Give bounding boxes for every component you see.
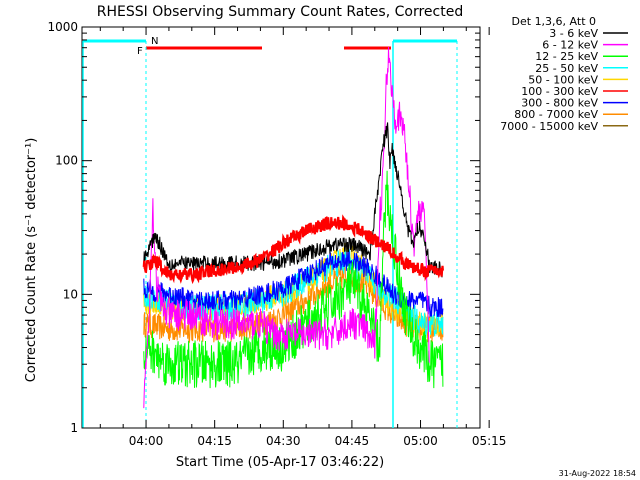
axes-layer: 04:00 04:15 04:30 04:45 05:00 05:15 1 10 100 1000 — [47, 20, 506, 448]
legend-label: 6 - 12 keV — [542, 39, 598, 52]
legend-label: 800 - 7000 keV — [514, 108, 598, 121]
legend-label: 50 - 100 keV — [528, 73, 598, 86]
x-tick-label: 05:15 — [472, 434, 507, 448]
series-layer — [142, 46, 444, 409]
observing-status-bars: FN — [82, 36, 458, 428]
legend-label: 3 - 6 keV — [549, 27, 598, 40]
legend-label: 7000 - 15000 keV — [500, 120, 598, 133]
legend-label: 12 - 25 keV — [535, 50, 598, 63]
series-line-5 — [142, 214, 444, 285]
series-line-1 — [143, 46, 430, 409]
legend-label: 25 - 50 keV — [535, 62, 598, 75]
y-axis-label: Corrected Count Rate (s⁻¹ detector⁻¹) — [24, 138, 39, 383]
x-tick-label: 04:00 — [129, 434, 164, 448]
x-tick-label: 05:00 — [403, 434, 438, 448]
x-tick-label: 04:15 — [197, 434, 232, 448]
x-tick-label: 04:45 — [335, 434, 370, 448]
y-tick-label: 100 — [55, 154, 78, 168]
plot-frame — [81, 26, 481, 429]
legend-label: 300 - 800 keV — [521, 97, 598, 110]
flare-annotation: F — [137, 46, 143, 57]
series-line-6 — [143, 249, 444, 318]
y-tick-label: 10 — [63, 287, 78, 301]
chart-title: RHESSI Observing Summary Count Rates, Co… — [97, 4, 463, 20]
legend-label: 100 - 300 keV — [521, 85, 598, 98]
night-annotation: N — [151, 36, 158, 47]
y-tick-label: 1000 — [47, 20, 78, 34]
y-tick-label: 1 — [70, 421, 78, 435]
x-tick-label: 04:30 — [266, 434, 301, 448]
legend-title: Det 1,3,6, Att 0 — [512, 15, 596, 28]
generated-timestamp: 31-Aug-2022 18:54 — [559, 469, 636, 478]
x-axis-label: Start Time (05-Apr-17 03:46:22) — [176, 455, 384, 470]
